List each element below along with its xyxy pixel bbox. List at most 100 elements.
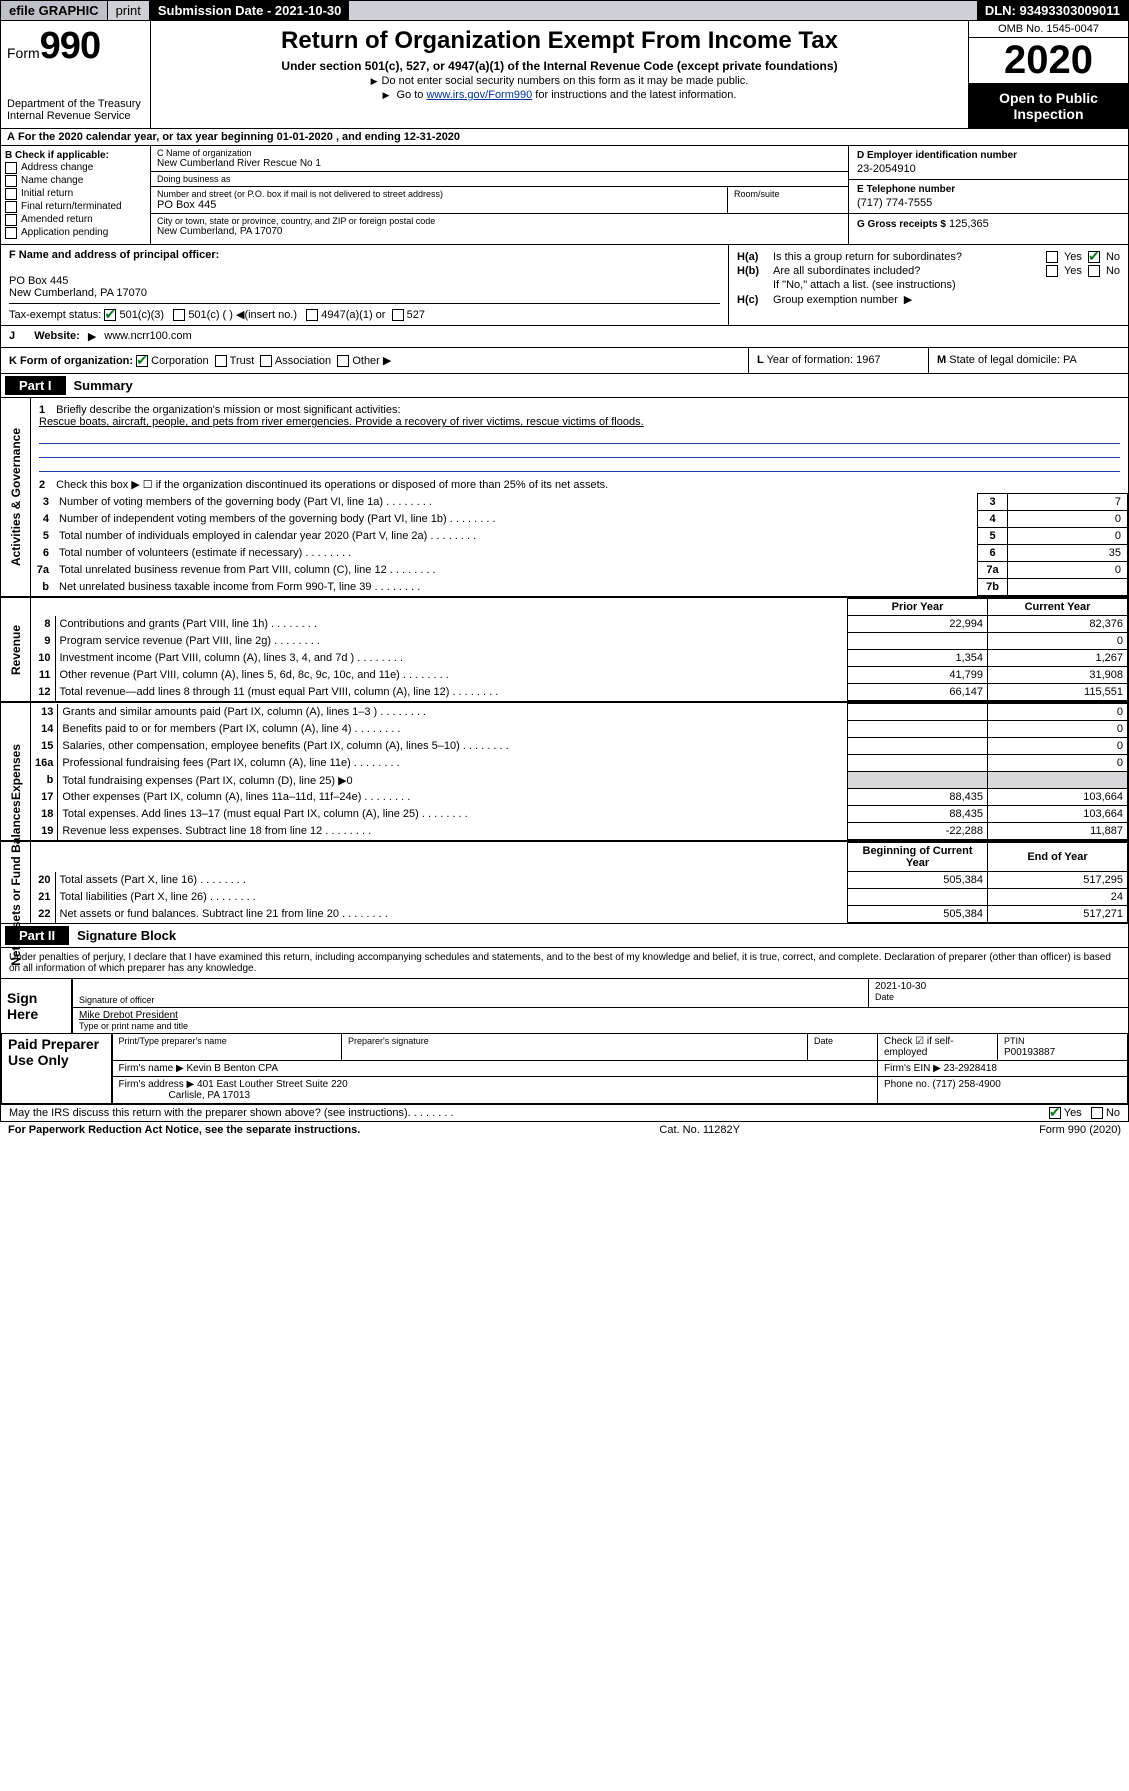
identification-block: B Check if applicable: Address change Na…	[0, 146, 1129, 245]
net-assets-table: Beginning of Current YearEnd of Year20To…	[31, 842, 1128, 923]
dept-treasury: Department of the Treasury Internal Reve…	[7, 98, 144, 122]
part2-title: Signature Block	[77, 928, 176, 943]
sign-here-label: Sign Here	[1, 979, 71, 1033]
hb-text: Are all subordinates included?	[773, 265, 1040, 277]
chk-address-change[interactable]	[5, 162, 17, 174]
name-title-label: Type or print name and title	[79, 1021, 1122, 1031]
gross-receipts-label: G Gross receipts $	[857, 219, 946, 230]
k-label: K Form of organization:	[9, 355, 133, 367]
print-button[interactable]: print	[108, 1, 150, 20]
perjury-text: Under penalties of perjury, I declare th…	[1, 948, 1128, 978]
form-org-row: K Form of organization: Corporation Trus…	[0, 348, 1129, 374]
efile-button[interactable]: efile GRAPHIC	[1, 1, 108, 20]
footer-center: Cat. No. 11282Y	[659, 1124, 740, 1136]
firm-addr-label: Firm's address ▶	[119, 1079, 195, 1090]
discuss-no[interactable]	[1091, 1107, 1103, 1119]
chk-final-return[interactable]	[5, 201, 17, 213]
expenses-table: 13Grants and similar amounts paid (Part …	[31, 703, 1128, 840]
prep-sig-label: Preparer's signature	[348, 1036, 429, 1046]
ha-text: Is this a group return for subordinates?	[773, 251, 1040, 263]
part1-expenses: Expenses 13Grants and similar amounts pa…	[0, 702, 1129, 841]
form-label: Form	[7, 45, 40, 61]
chk-other[interactable]	[337, 355, 349, 367]
exp-vlabel: Expenses	[9, 744, 23, 800]
chk-corporation[interactable]	[136, 355, 148, 367]
dba-label: Doing business as	[157, 174, 842, 184]
part2-header: Part II Signature Block	[0, 924, 1129, 948]
discuss-text: May the IRS discuss this return with the…	[9, 1107, 408, 1119]
irs-link[interactable]: www.irs.gov/Form990	[426, 89, 532, 101]
self-employed-check: Check ☑ if self-employed	[884, 1036, 954, 1058]
chk-initial-return[interactable]	[5, 188, 17, 200]
signature-block: Under penalties of perjury, I declare th…	[0, 948, 1129, 1105]
sig-officer-label: Signature of officer	[79, 995, 862, 1005]
chk-application-pending[interactable]	[5, 227, 17, 239]
chk-501c[interactable]	[173, 309, 185, 321]
chk-amended-return[interactable]	[5, 214, 17, 226]
website-label: Website:	[34, 330, 80, 343]
mission-text: Rescue boats, aircraft, people, and pets…	[39, 416, 644, 428]
hb-yes[interactable]	[1046, 265, 1058, 277]
officer-addr1: PO Box 445	[9, 275, 720, 287]
top-toolbar: efile GRAPHIC print Submission Date - 20…	[0, 0, 1129, 21]
part1-governance: Activities & Governance 1 Briefly descri…	[0, 398, 1129, 597]
form-title: Return of Organization Exempt From Incom…	[157, 27, 962, 55]
part1-title: Summary	[74, 378, 133, 393]
col-b-checkboxes: B Check if applicable: Address change Na…	[1, 146, 151, 244]
hb-label: H(b)	[737, 265, 767, 277]
footer-right: Form 990 (2020)	[1039, 1124, 1121, 1136]
principal-officer: F Name and address of principal officer:…	[1, 245, 728, 325]
gov-lines-table: 3Number of voting members of the governi…	[31, 493, 1128, 596]
chk-4947[interactable]	[306, 309, 318, 321]
ein-label: D Employer identification number	[857, 150, 1120, 161]
form-990-number: 990	[40, 25, 100, 67]
form-number: Form990	[7, 25, 144, 68]
open-to-public: Open to Public Inspection	[969, 84, 1128, 128]
city-label: City or town, state or province, country…	[157, 216, 842, 226]
website-row: J Website: ▶ www.ncrr100.com	[0, 326, 1129, 348]
l-label: L	[757, 354, 764, 366]
group-return-block: H(a) Is this a group return for subordin…	[728, 245, 1128, 325]
q1-text: Briefly describe the organization's miss…	[56, 404, 400, 416]
q2-text: Check this box ▶ ☐ if the organization d…	[56, 479, 608, 491]
dln-label: DLN: 93493303009011	[977, 1, 1128, 20]
chk-527[interactable]	[392, 309, 404, 321]
chk-name-change[interactable]	[5, 175, 17, 187]
q1-num: 1	[39, 404, 53, 416]
footer: For Paperwork Reduction Act Notice, see …	[0, 1122, 1129, 1138]
date-label: Date	[875, 992, 1122, 1002]
phone-label: E Telephone number	[857, 184, 1120, 195]
discuss-yes[interactable]	[1049, 1107, 1061, 1119]
officer-label: F Name and address of principal officer:	[9, 249, 720, 261]
part1-tag: Part I	[5, 376, 66, 395]
chk-501c3[interactable]	[104, 309, 116, 321]
ha-yes[interactable]	[1046, 251, 1058, 263]
net-vlabel: Net Assets or Fund Balances	[9, 800, 23, 966]
footer-left: For Paperwork Reduction Act Notice, see …	[8, 1124, 360, 1136]
prep-date-label: Date	[814, 1036, 833, 1046]
gross-receipts-value: 125,365	[949, 218, 989, 230]
chk-trust[interactable]	[215, 355, 227, 367]
hb-no[interactable]	[1088, 265, 1100, 277]
note-ssn: Do not enter social security numbers on …	[157, 75, 962, 87]
part1-netassets: Net Assets or Fund Balances Beginning of…	[0, 841, 1129, 924]
website-value: www.ncrr100.com	[104, 330, 191, 343]
firm-ein: 23-2928418	[944, 1063, 997, 1074]
sig-date: 2021-10-30	[875, 981, 1122, 992]
ein-value: 23-2054910	[857, 163, 1120, 175]
col-d-numbers: D Employer identification number 23-2054…	[848, 146, 1128, 244]
tax-exempt-row: Tax-exempt status: 501(c)(3) 501(c) ( ) …	[9, 303, 720, 321]
firm-phone: (717) 258-4900	[932, 1079, 1000, 1090]
col-c-org-info: C Name of organization New Cumberland Ri…	[151, 146, 848, 244]
discuss-row: May the IRS discuss this return with the…	[0, 1105, 1129, 1122]
ha-no[interactable]	[1088, 251, 1100, 263]
rev-vlabel: Revenue	[9, 625, 23, 675]
state-domicile: PA	[1063, 354, 1077, 366]
ptin-value: P00193887	[1004, 1047, 1055, 1058]
revenue-table: Prior YearCurrent Year8Contributions and…	[31, 598, 1128, 701]
hc-text: Group exemption number	[773, 294, 898, 306]
chk-association[interactable]	[260, 355, 272, 367]
part1-header: Part I Summary	[0, 374, 1129, 398]
street-address: PO Box 445	[157, 199, 721, 211]
phone-value: (717) 774-7555	[857, 197, 1120, 209]
